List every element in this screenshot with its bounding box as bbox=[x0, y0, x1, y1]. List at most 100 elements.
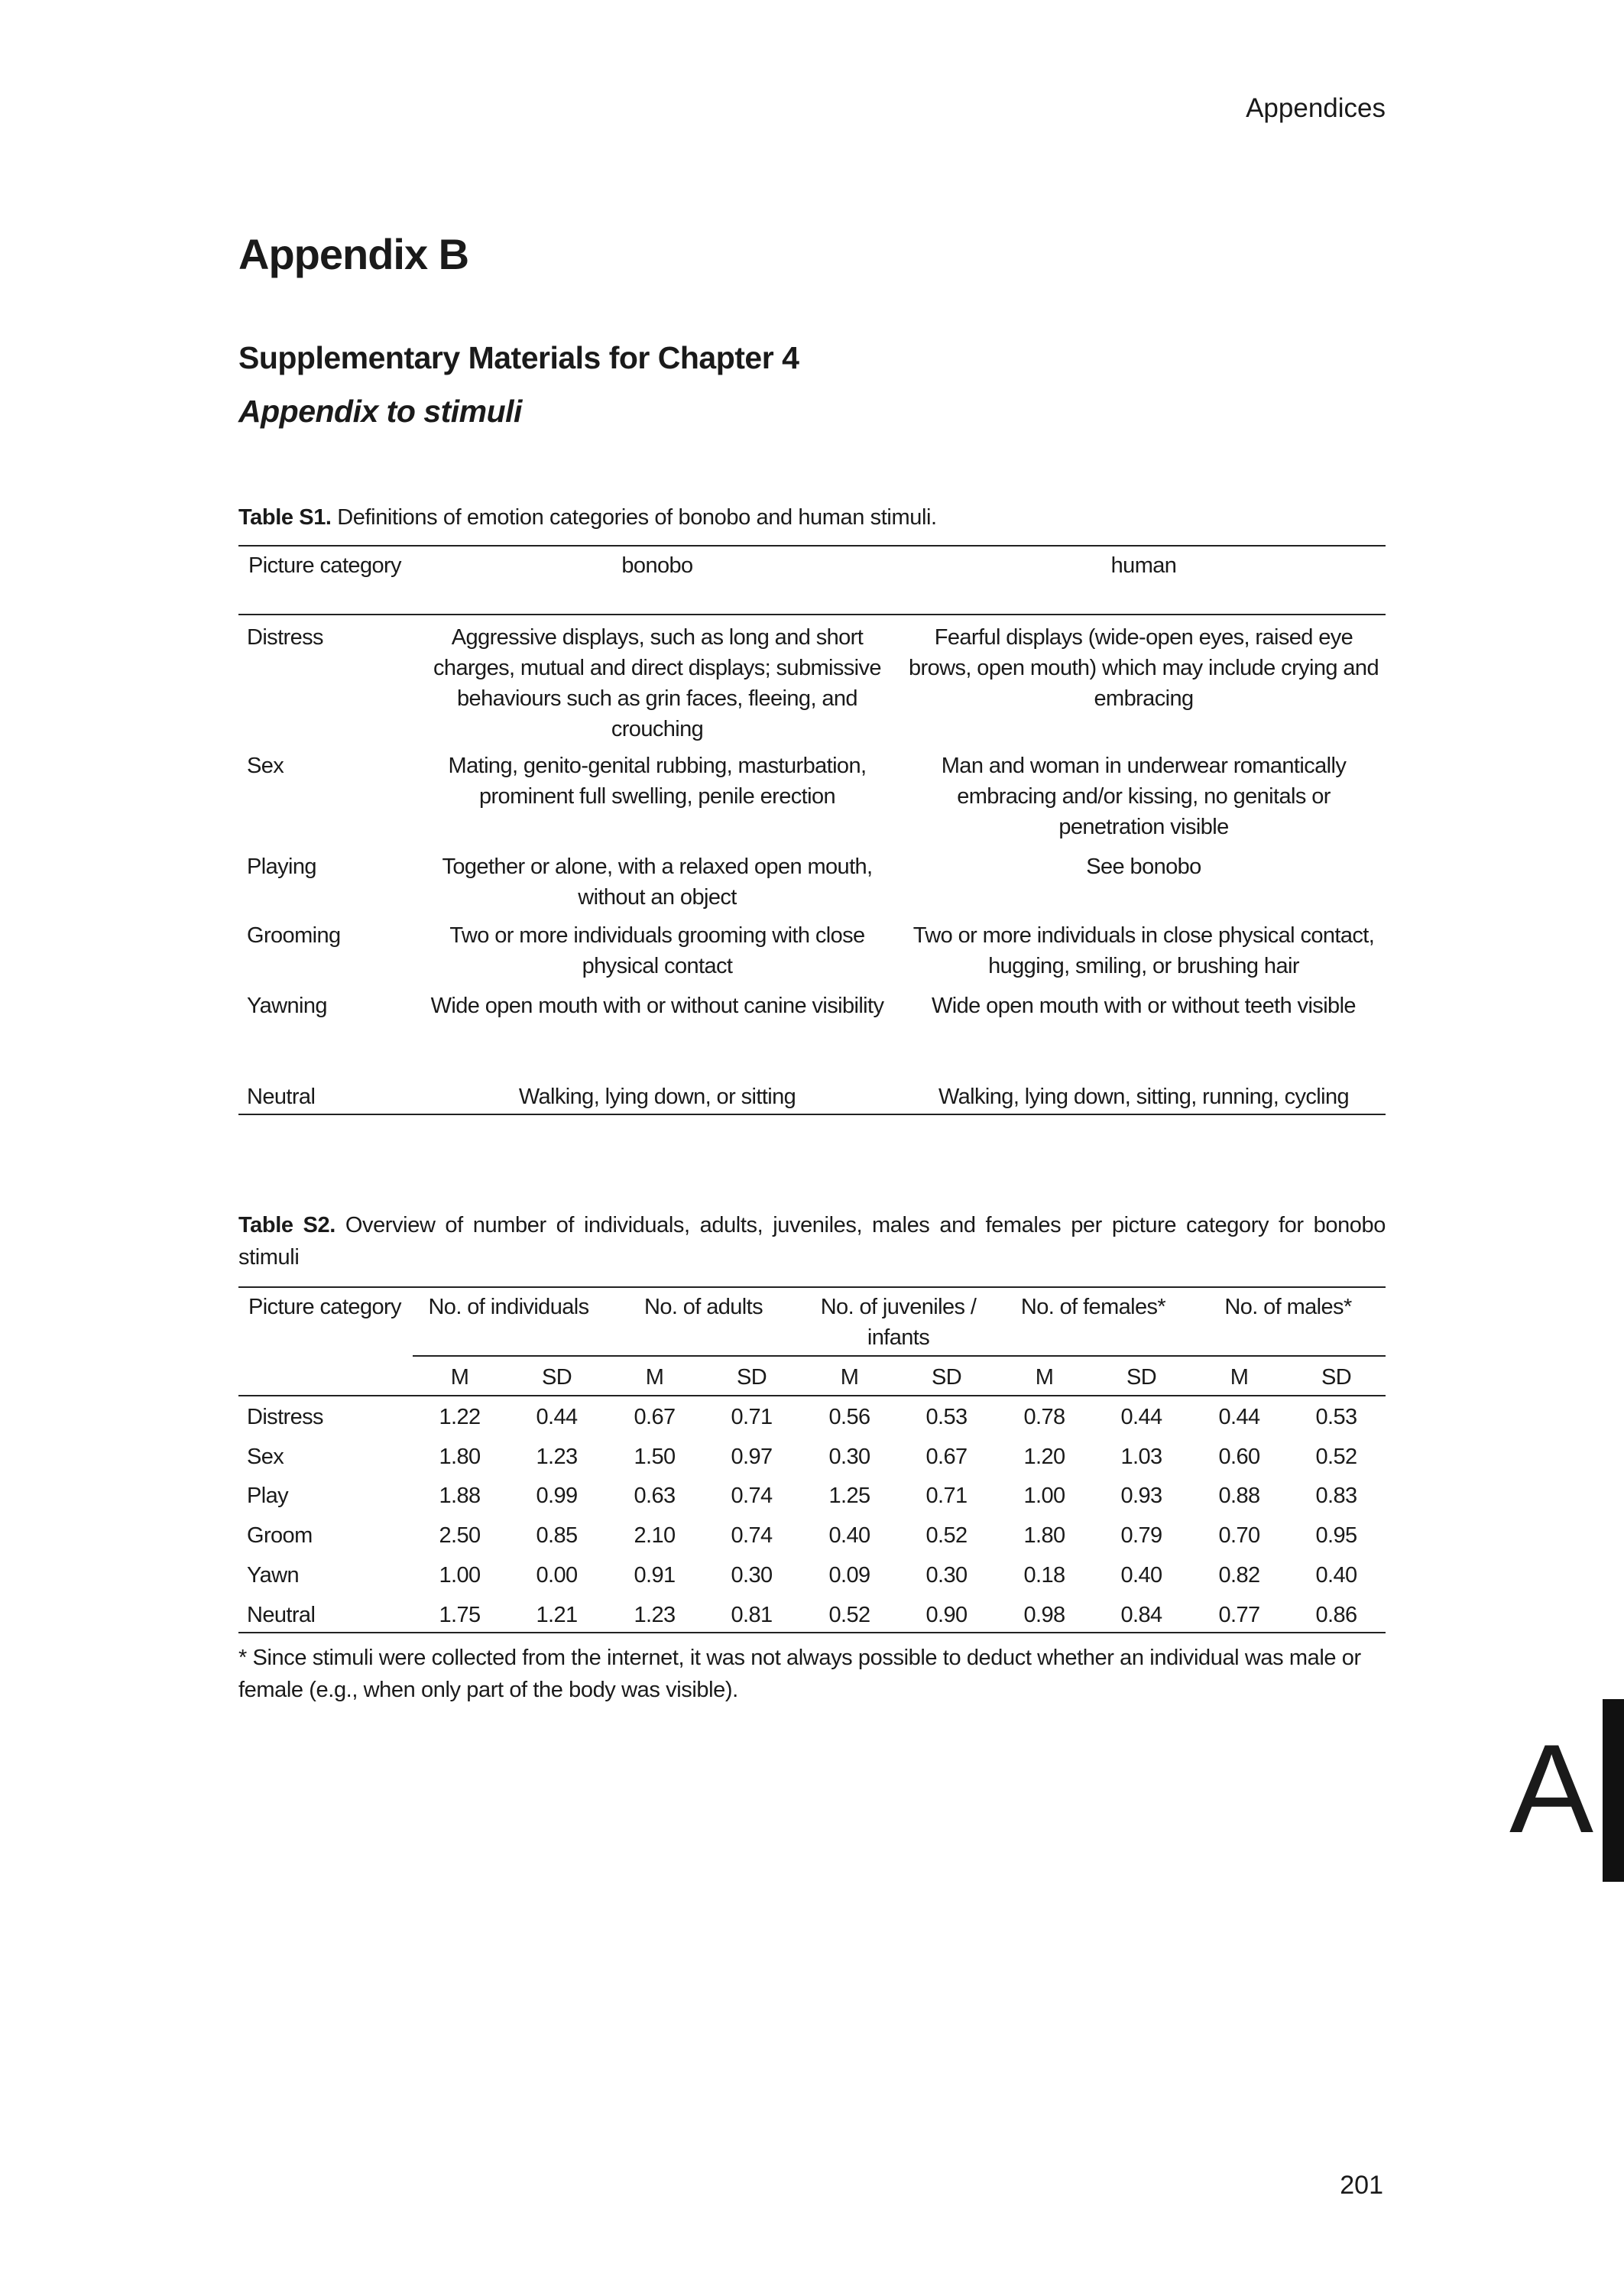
row-human: Fearful displays (wide-open eyes, raised… bbox=[909, 625, 1379, 711]
value-cell: 2.50 bbox=[439, 1523, 481, 1549]
value-cell: 0.81 bbox=[731, 1602, 773, 1627]
subheader-sd: SD bbox=[541, 1365, 572, 1390]
value-cell: 1.80 bbox=[1023, 1523, 1065, 1549]
table-s2-caption: Table S2. Overview of number of individu… bbox=[238, 1209, 1386, 1273]
row-category: Sex bbox=[247, 754, 284, 778]
value-cell: 0.86 bbox=[1315, 1602, 1357, 1627]
table-s1-caption: Table S1. Definitions of emotion categor… bbox=[238, 501, 1386, 534]
value-cell: 0.44 bbox=[1120, 1405, 1162, 1429]
table-s1-label: Table S1. bbox=[238, 505, 332, 530]
table-rule bbox=[413, 1355, 1386, 1357]
table-s2-caption-text: Overview of number of individuals, adult… bbox=[238, 1213, 1386, 1270]
row-category: Yawning bbox=[247, 994, 327, 1018]
value-cell: 0.82 bbox=[1218, 1562, 1260, 1588]
value-cell: 0.18 bbox=[1023, 1562, 1065, 1588]
row-category: Neutral bbox=[247, 1085, 316, 1109]
value-cell: 1.75 bbox=[439, 1602, 481, 1627]
value-cell: 0.52 bbox=[1315, 1444, 1357, 1469]
value-cell: 0.67 bbox=[634, 1405, 676, 1429]
group-header: No. of females* bbox=[1020, 1295, 1166, 1319]
value-cell: 0.71 bbox=[731, 1405, 773, 1429]
value-cell: 0.40 bbox=[1315, 1562, 1357, 1588]
header-picture-category: Picture category bbox=[248, 1295, 402, 1319]
table-s1-caption-text: Definitions of emotion categories of bon… bbox=[331, 505, 937, 530]
value-cell: 0.90 bbox=[925, 1602, 968, 1627]
value-cell: 2.10 bbox=[634, 1523, 676, 1549]
value-cell: 0.63 bbox=[634, 1484, 676, 1509]
subheader-m: M bbox=[840, 1365, 859, 1390]
value-cell: 1.03 bbox=[1120, 1444, 1162, 1469]
thumb-tab-bar bbox=[1603, 1699, 1624, 1882]
row-bonobo: Wide open mouth with or without canine v… bbox=[430, 994, 884, 1018]
value-cell: 0.30 bbox=[731, 1562, 773, 1588]
subheader-m: M bbox=[1230, 1365, 1249, 1390]
subheader-sd: SD bbox=[1321, 1365, 1352, 1390]
value-cell: 0.56 bbox=[828, 1405, 870, 1429]
header-bonobo: bonobo bbox=[621, 553, 693, 578]
row-bonobo: Mating, genito-genital rubbing, masturba… bbox=[448, 754, 867, 809]
section-title: Supplementary Materials for Chapter 4 bbox=[238, 340, 799, 375]
value-cell: 1.88 bbox=[439, 1484, 481, 1509]
value-cell: 0.79 bbox=[1120, 1523, 1162, 1549]
thumb-tab-letter: A bbox=[1509, 1718, 1594, 1859]
row-category: Distress bbox=[247, 1405, 324, 1429]
row-human: Wide open mouth with or without teeth vi… bbox=[932, 994, 1357, 1018]
value-cell: 1.22 bbox=[439, 1405, 481, 1429]
value-cell: 0.60 bbox=[1218, 1444, 1260, 1469]
value-cell: 0.88 bbox=[1218, 1484, 1260, 1509]
value-cell: 1.80 bbox=[439, 1444, 481, 1469]
subheader-sd: SD bbox=[931, 1365, 962, 1390]
value-cell: 1.21 bbox=[536, 1602, 578, 1627]
row-bonobo: Aggressive displays, such as long and sh… bbox=[433, 625, 882, 741]
subheader-m: M bbox=[1035, 1365, 1054, 1390]
row-category: Distress bbox=[247, 625, 324, 650]
value-cell: 0.40 bbox=[828, 1523, 870, 1549]
group-header: No. of males* bbox=[1224, 1295, 1352, 1319]
value-cell: 0.85 bbox=[536, 1523, 578, 1549]
row-human: See bonobo bbox=[1086, 855, 1201, 879]
subheader-sd: SD bbox=[736, 1365, 767, 1390]
row-human: Walking, lying down, sitting, running, c… bbox=[938, 1085, 1350, 1109]
table-s2-label: Table S2. bbox=[238, 1213, 335, 1237]
row-bonobo: Two or more individuals grooming with cl… bbox=[449, 923, 865, 978]
value-cell: 0.44 bbox=[536, 1405, 578, 1429]
value-cell: 1.20 bbox=[1023, 1444, 1065, 1469]
subsection-title: Appendix to stimuli bbox=[238, 394, 522, 429]
value-cell: 0.09 bbox=[828, 1562, 870, 1588]
row-bonobo: Together or alone, with a relaxed open m… bbox=[442, 855, 873, 910]
value-cell: 1.00 bbox=[439, 1562, 481, 1588]
table-rule bbox=[238, 1286, 1386, 1288]
group-header: No. of juveniles / infants bbox=[820, 1295, 977, 1350]
row-category: Grooming bbox=[247, 923, 341, 948]
subheader-m: M bbox=[450, 1365, 469, 1390]
table-rule bbox=[238, 1114, 1386, 1115]
value-cell: 1.00 bbox=[1023, 1484, 1065, 1509]
value-cell: 0.52 bbox=[828, 1602, 870, 1627]
running-head: Appendices bbox=[1246, 93, 1386, 123]
value-cell: 0.99 bbox=[536, 1484, 578, 1509]
value-cell: 0.44 bbox=[1218, 1405, 1260, 1429]
page-number: 201 bbox=[1340, 2171, 1383, 2200]
group-header: No. of adults bbox=[643, 1295, 763, 1319]
value-cell: 0.84 bbox=[1120, 1602, 1162, 1627]
value-cell: 1.50 bbox=[634, 1444, 676, 1469]
value-cell: 0.91 bbox=[634, 1562, 676, 1588]
table-rule bbox=[238, 614, 1386, 615]
value-cell: 0.70 bbox=[1218, 1523, 1260, 1549]
row-human: Man and woman in underwear romantically … bbox=[941, 754, 1347, 839]
value-cell: 0.78 bbox=[1023, 1405, 1065, 1429]
value-cell: 0.74 bbox=[731, 1523, 773, 1549]
value-cell: 0.30 bbox=[925, 1562, 968, 1588]
value-cell: 0.30 bbox=[828, 1444, 870, 1469]
value-cell: 0.93 bbox=[1120, 1484, 1162, 1509]
value-cell: 0.77 bbox=[1218, 1602, 1260, 1627]
subheader-m: M bbox=[645, 1365, 664, 1390]
value-cell: 0.53 bbox=[925, 1405, 968, 1429]
value-cell: 1.25 bbox=[828, 1484, 870, 1509]
row-category: Playing bbox=[247, 855, 317, 879]
value-cell: 1.23 bbox=[634, 1602, 676, 1627]
value-cell: 0.67 bbox=[925, 1444, 968, 1469]
value-cell: 0.95 bbox=[1315, 1523, 1357, 1549]
table-rule bbox=[238, 1632, 1386, 1633]
row-category: Neutral bbox=[247, 1602, 316, 1627]
